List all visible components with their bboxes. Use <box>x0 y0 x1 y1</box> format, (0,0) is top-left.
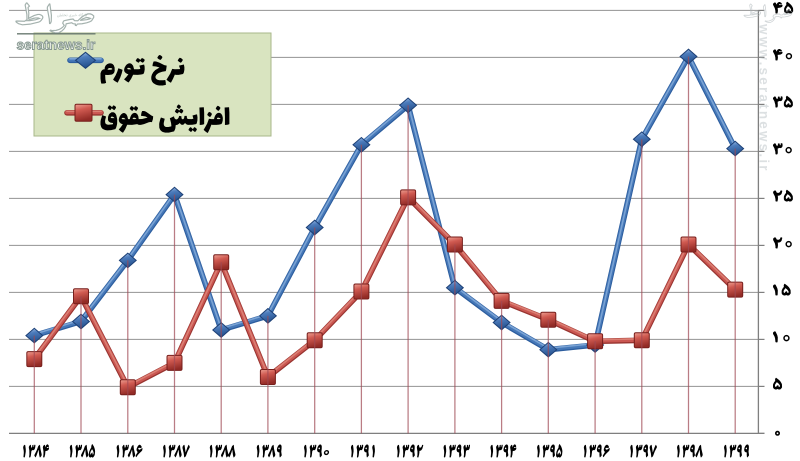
svg-text:www.seratnews.ir: www.seratnews.ir <box>757 23 772 173</box>
svg-text:seratnews.ir: seratnews.ir <box>17 38 97 53</box>
